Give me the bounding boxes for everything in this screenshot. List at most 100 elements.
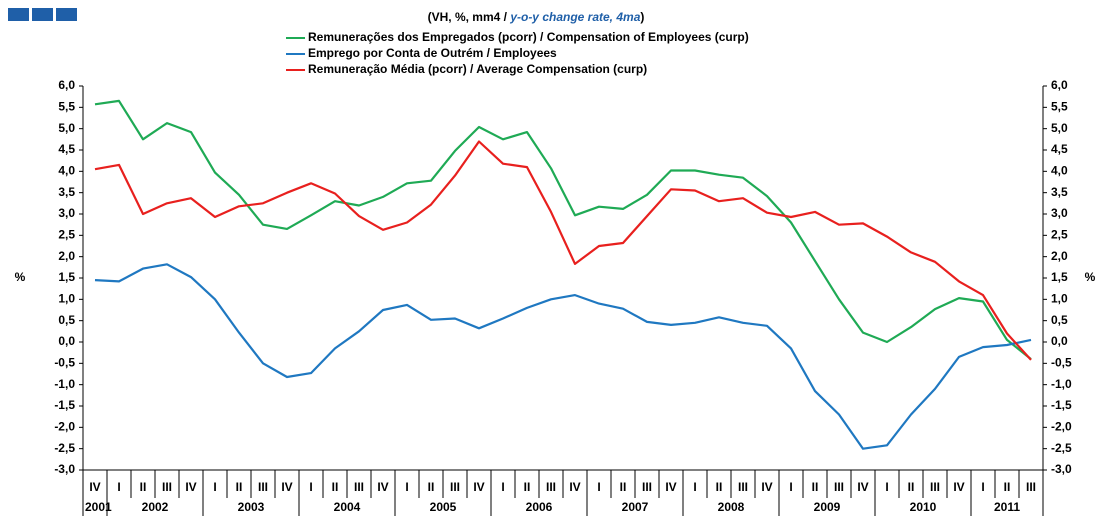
year-label: 2011 (994, 500, 1020, 514)
y-tick-label: 1,5 (58, 270, 75, 284)
x-tick-label: II (524, 480, 531, 494)
x-tick-label: II (908, 480, 915, 494)
x-tick-label: I (789, 480, 792, 494)
y2-tick-label: 5,0 (1051, 121, 1068, 135)
logo-block (32, 8, 53, 21)
y2-tick-label: 5,5 (1051, 100, 1068, 114)
y2-axis-label: % (1085, 270, 1096, 284)
legend-label: Remunerações dos Empregados (pcorr) / Co… (308, 30, 749, 44)
x-tick-label: I (405, 480, 408, 494)
y-tick-label: -2,5 (54, 441, 75, 455)
x-tick-label: IV (569, 480, 580, 494)
series-line (94, 99, 1032, 360)
x-tick-label: III (162, 480, 172, 494)
y-tick-label: 2,0 (58, 249, 75, 263)
x-tick-label: IV (473, 480, 484, 494)
year-label: 2002 (142, 500, 169, 514)
x-tick-label: I (597, 480, 600, 494)
y-tick-label: -2,0 (54, 420, 75, 434)
x-tick-label: III (258, 480, 268, 494)
y-tick-label: 3,5 (58, 185, 75, 199)
x-tick-label: IV (281, 480, 292, 494)
x-tick-label: IV (665, 480, 676, 494)
x-tick-label: II (1004, 480, 1011, 494)
y-tick-label: 4,0 (58, 164, 75, 178)
y2-tick-label: 6,0 (1051, 78, 1068, 92)
x-tick-label: I (693, 480, 696, 494)
y-tick-label: 0,5 (58, 313, 75, 327)
year-label: 2003 (238, 500, 265, 514)
y2-tick-label: 3,0 (1051, 206, 1068, 220)
year-label: 2005 (430, 500, 457, 514)
legend-label: Remuneração Média (pcorr) / Average Comp… (308, 62, 647, 76)
y-axis-label: % (15, 270, 26, 284)
x-tick-label: II (716, 480, 723, 494)
x-tick-label: I (501, 480, 504, 494)
x-tick-label: I (213, 480, 216, 494)
x-tick-label: III (1026, 480, 1036, 494)
x-tick-label: I (309, 480, 312, 494)
y-tick-label: -0,5 (54, 356, 75, 370)
y2-tick-label: 4,5 (1051, 142, 1068, 156)
y2-tick-label: 1,5 (1051, 270, 1068, 284)
y2-tick-label: -3,0 (1051, 462, 1072, 476)
x-tick-label: IV (185, 480, 196, 494)
x-tick-label: IV (377, 480, 388, 494)
x-tick-label: III (450, 480, 460, 494)
x-tick-label: II (620, 480, 627, 494)
y2-tick-label: -2,5 (1051, 441, 1072, 455)
x-tick-label: III (642, 480, 652, 494)
x-tick-label: II (140, 480, 147, 494)
x-tick-label: I (981, 480, 984, 494)
y-tick-label: 3,0 (58, 206, 75, 220)
y-tick-label: -1,5 (54, 398, 75, 412)
year-label: 2009 (814, 500, 841, 514)
year-label: 2007 (622, 500, 649, 514)
x-tick-label: I (885, 480, 888, 494)
x-tick-label: IV (761, 480, 772, 494)
x-tick-label: IV (953, 480, 964, 494)
year-label: 2008 (718, 500, 745, 514)
series-line (94, 140, 1032, 361)
y2-tick-label: 0,5 (1051, 313, 1068, 327)
series-line (94, 263, 1032, 450)
year-label: 2004 (334, 500, 361, 514)
x-tick-label: I (117, 480, 120, 494)
x-tick-label: II (428, 480, 435, 494)
x-tick-label: IV (89, 480, 100, 494)
y2-tick-label: 3,5 (1051, 185, 1068, 199)
y-tick-label: 1,0 (58, 292, 75, 306)
x-tick-label: II (332, 480, 339, 494)
y2-tick-label: 2,0 (1051, 249, 1068, 263)
y-tick-label: 2,5 (58, 228, 75, 242)
y-tick-label: 0,0 (58, 334, 75, 348)
legend-label: Emprego por Conta de Outrém / Employees (308, 46, 557, 60)
x-tick-label: III (738, 480, 748, 494)
y2-tick-label: -2,0 (1051, 420, 1072, 434)
y2-tick-label: 4,0 (1051, 164, 1068, 178)
y2-tick-label: 0,0 (1051, 334, 1068, 348)
y-tick-label: 6,0 (58, 78, 75, 92)
x-tick-label: III (930, 480, 940, 494)
logo-block (8, 8, 29, 21)
x-tick-label: II (236, 480, 243, 494)
y-tick-label: 4,5 (58, 142, 75, 156)
title-part: (VH, %, mm4 / (428, 10, 511, 24)
title-part: ) (640, 10, 644, 24)
title-italic: y-o-y change rate, 4ma (509, 10, 640, 24)
y-tick-label: -3,0 (54, 462, 75, 476)
y-tick-label: 5,5 (58, 100, 75, 114)
x-tick-label: II (812, 480, 819, 494)
y2-tick-label: -0,5 (1051, 356, 1072, 370)
y2-tick-label: -1,0 (1051, 377, 1072, 391)
x-tick-label: IV (857, 480, 868, 494)
y2-tick-label: -1,5 (1051, 398, 1072, 412)
y-tick-label: -1,0 (54, 377, 75, 391)
y2-tick-label: 2,5 (1051, 228, 1068, 242)
x-tick-label: III (546, 480, 556, 494)
y-tick-label: 5,0 (58, 121, 75, 135)
year-label: 2006 (526, 500, 553, 514)
chart-title: (VH, %, mm4 / y-o-y change rate, 4ma) (428, 10, 645, 24)
year-label: 2001 (85, 500, 112, 514)
